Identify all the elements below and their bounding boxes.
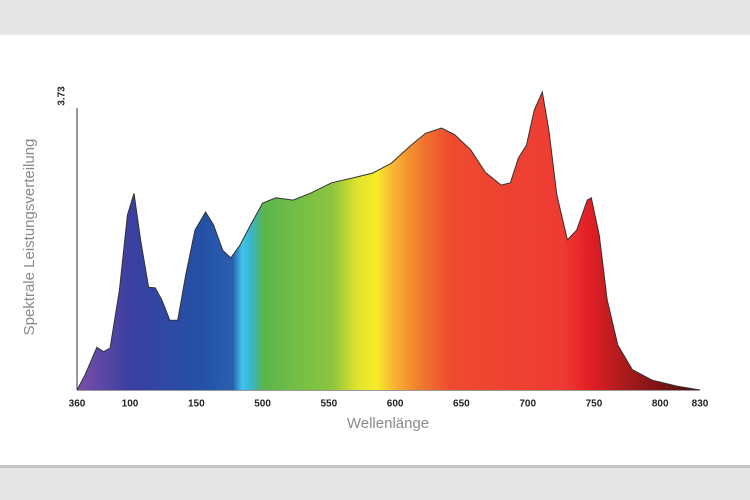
x-tick-label: 800 bbox=[652, 399, 669, 410]
spectrum-area bbox=[77, 92, 700, 390]
x-tick-label: 150 bbox=[188, 399, 205, 410]
x-tick-label: 830 bbox=[692, 399, 709, 410]
x-tick-label: 700 bbox=[519, 399, 536, 410]
spectrum-line bbox=[76, 90, 701, 391]
y-axis-title: Spektrale Leistungsverteilung bbox=[21, 139, 38, 336]
panel-shadow bbox=[0, 465, 750, 468]
x-tick-label: 500 bbox=[254, 399, 271, 410]
x-tick-label: 360 bbox=[69, 399, 86, 410]
x-tick-label: 100 bbox=[122, 399, 139, 410]
x-axis-title: Wellenlänge bbox=[347, 415, 429, 432]
y-tick-label: 3.73 bbox=[57, 86, 68, 106]
x-tick-label: 600 bbox=[387, 399, 404, 410]
x-tick-label: 750 bbox=[586, 399, 603, 410]
x-tick-label: 650 bbox=[453, 399, 470, 410]
x-tick-label: 550 bbox=[321, 399, 338, 410]
